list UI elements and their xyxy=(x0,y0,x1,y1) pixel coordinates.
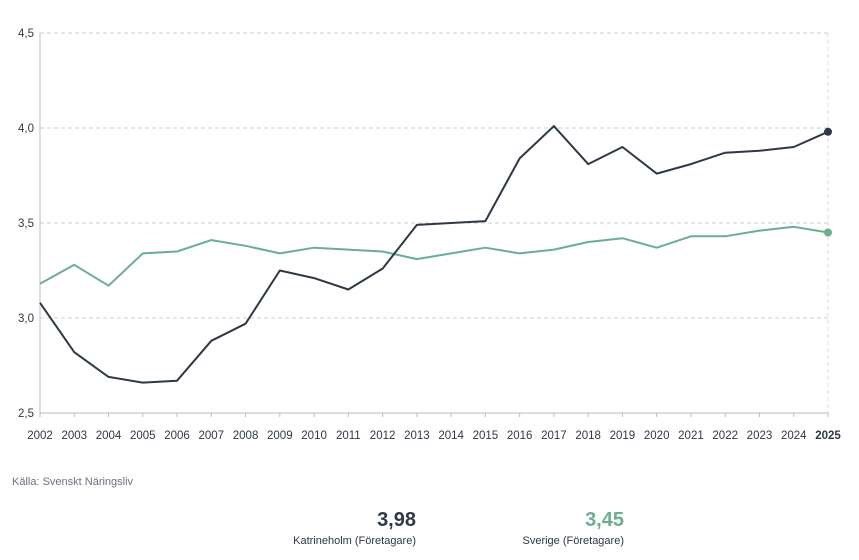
y-tick-label: 3,0 xyxy=(18,313,34,325)
x-tick-label: 2010 xyxy=(301,430,327,442)
y-tick-label: 4,5 xyxy=(18,28,34,40)
x-tick-label: 2023 xyxy=(747,430,773,442)
x-tick-label: 2018 xyxy=(575,430,601,442)
series-line-katrineholm xyxy=(39,125,829,384)
x-tick-label: 2002 xyxy=(27,430,53,442)
y-tick-label: 2,5 xyxy=(18,408,34,420)
x-tick-label: 2024 xyxy=(781,430,807,442)
summary-sverige: 3,45 Sverige (Företagare) xyxy=(490,509,625,548)
summary-katrineholm-label: Katrineholm (Företagare) xyxy=(293,535,416,547)
summary-katrineholm-value: 3,98 xyxy=(377,509,416,531)
line-chart: 2,5 3,0 3,5 4,0 4,5 2002 2003 2004 2005 2006 2007 2… xyxy=(18,28,841,442)
source-note: Källa: Svenskt Näringsliv xyxy=(12,476,134,488)
x-tick-label: 2004 xyxy=(96,430,122,442)
summary-katrineholm: 3,98 Katrineholm (Företagare) xyxy=(262,509,416,548)
x-tick-label: 2017 xyxy=(541,430,567,442)
x-tick-label: 2009 xyxy=(267,430,293,442)
x-tick-label: 2016 xyxy=(507,430,533,442)
x-tick-label: 2019 xyxy=(610,430,636,442)
summary-sverige-label: Sverige (Företagare) xyxy=(522,535,625,547)
x-tick-label: 2007 xyxy=(199,430,225,442)
y-tick-label: 3,5 xyxy=(18,218,34,230)
summary-sverige-value: 3,45 xyxy=(585,509,624,531)
series-line-sverige xyxy=(39,225,829,287)
x-tick-label: 2025 xyxy=(815,430,841,442)
y-tick-label: 4,0 xyxy=(18,123,34,135)
x-tick-label: 2008 xyxy=(233,430,259,442)
x-tick-label: 2021 xyxy=(678,430,704,442)
series-endpoint-sverige xyxy=(824,228,832,237)
x-tick-label: 2020 xyxy=(644,430,670,442)
x-tick-label: 2006 xyxy=(164,430,190,442)
x-tick-label: 2022 xyxy=(712,430,738,442)
x-tick-label: 2015 xyxy=(473,430,499,442)
x-tick-label: 2012 xyxy=(370,430,396,442)
x-tick-label: 2013 xyxy=(404,430,430,442)
x-tick-label: 2005 xyxy=(130,430,156,442)
x-tick-label: 2014 xyxy=(438,430,464,442)
series-endpoint-katrineholm xyxy=(824,127,832,136)
x-tick-label: 2011 xyxy=(336,430,361,442)
x-tick-label: 2003 xyxy=(61,430,87,442)
